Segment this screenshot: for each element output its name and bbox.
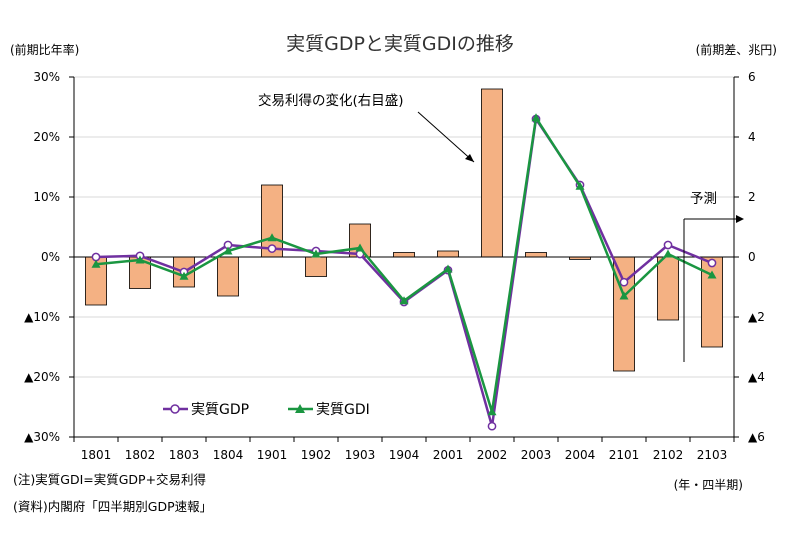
x-tick-label: 2001 <box>433 448 464 462</box>
x-tick-label: 2103 <box>697 448 728 462</box>
x-tick-label: 1801 <box>81 448 112 462</box>
legend-gdi-marker <box>295 404 305 413</box>
point-gdi <box>619 291 629 300</box>
point-gdi <box>223 246 233 255</box>
y-tick-left: ▲10% <box>24 310 60 324</box>
y-tick-left: 30% <box>33 70 60 84</box>
x-tick-label: 1904 <box>389 448 420 462</box>
point-gdi <box>311 249 321 258</box>
x-tick-label: 2102 <box>653 448 684 462</box>
bar-trade-gain <box>657 256 679 321</box>
y-tick-left: 20% <box>33 130 60 144</box>
x-tick-label: 2101 <box>609 448 640 462</box>
y-tick-right: 4 <box>748 130 756 144</box>
right-axis-unit: (前期差、兆円) <box>696 42 777 57</box>
point-gdi <box>663 249 673 258</box>
bar-trade-gain <box>217 256 239 297</box>
y-tick-right: 0 <box>748 250 756 264</box>
point-gdi <box>179 271 189 280</box>
note-definition: (注)実質GDI=実質GDP+交易利得 <box>13 472 206 487</box>
point-gdi <box>267 233 277 242</box>
point-gdp <box>663 240 673 250</box>
x-axis-label: (年・四半期) <box>674 478 743 492</box>
point-gdp <box>619 277 629 287</box>
lines <box>91 113 717 431</box>
bar-trade-gain <box>393 252 415 258</box>
y-tick-left: 10% <box>33 190 60 204</box>
point-gdi <box>487 407 497 416</box>
bar-trade-gain <box>305 256 327 277</box>
y-tick-left: ▲20% <box>24 370 60 384</box>
gridlines <box>74 76 734 378</box>
y-tick-right: ▲4 <box>748 370 765 384</box>
bar-trade-gain <box>437 250 459 258</box>
point-gdi <box>355 243 365 252</box>
x-tick-label: 1803 <box>169 448 200 462</box>
bar-trade-gain <box>613 256 635 372</box>
point-gdi <box>531 113 541 122</box>
x-tick-label: 2004 <box>565 448 596 462</box>
bar-annotation: 交易利得の変化(右目盛) <box>258 92 404 109</box>
y-tick-right: 6 <box>748 70 756 84</box>
point-gdi <box>443 264 453 273</box>
point-gdp <box>91 252 101 262</box>
forecast-label: 予測 <box>690 191 717 207</box>
point-gdi <box>399 296 409 305</box>
x-tick-label: 1802 <box>125 448 156 462</box>
chart-title: 実質GDPと実質GDIの推移 <box>286 33 514 55</box>
x-tick-label: 1903 <box>345 448 376 462</box>
y-tick-left: 0% <box>41 250 60 264</box>
legend-gdi-label: 実質GDI <box>316 402 370 418</box>
point-gdi <box>575 181 585 190</box>
x-tick-label: 2003 <box>521 448 552 462</box>
legend-gdp-label: 実質GDP <box>191 402 249 418</box>
left-axis-unit: (前期比年率) <box>10 42 79 57</box>
point-gdi <box>91 259 101 268</box>
note-source: (資料)内閣府「四半期別GDP速報」 <box>13 499 212 514</box>
bar-annotation-arrowhead <box>465 154 474 162</box>
bars <box>85 88 723 372</box>
x-tick-label: 1902 <box>301 448 332 462</box>
forecast-arrowhead <box>736 215 744 223</box>
point-gdp <box>267 244 277 253</box>
point-gdp <box>707 258 717 268</box>
bar-annotation-arrow <box>417 111 475 163</box>
point-gdp <box>487 421 497 431</box>
y-tick-right: ▲6 <box>748 430 765 444</box>
point-gdi <box>707 270 717 279</box>
point-gdi <box>135 255 145 264</box>
legend-gdp-marker <box>170 404 180 414</box>
x-tick-label: 2002 <box>477 448 508 462</box>
x-tick-label: 1804 <box>213 448 244 462</box>
y-tick-right: 2 <box>748 190 756 204</box>
bar-trade-gain <box>525 252 547 258</box>
y-tick-left: ▲30% <box>24 430 60 444</box>
y-tick-right: ▲2 <box>748 310 765 324</box>
x-tick-label: 1901 <box>257 448 288 462</box>
legend: 実質GDP 実質GDI <box>163 402 370 418</box>
bar-trade-gain <box>481 88 503 258</box>
axes <box>69 76 739 442</box>
